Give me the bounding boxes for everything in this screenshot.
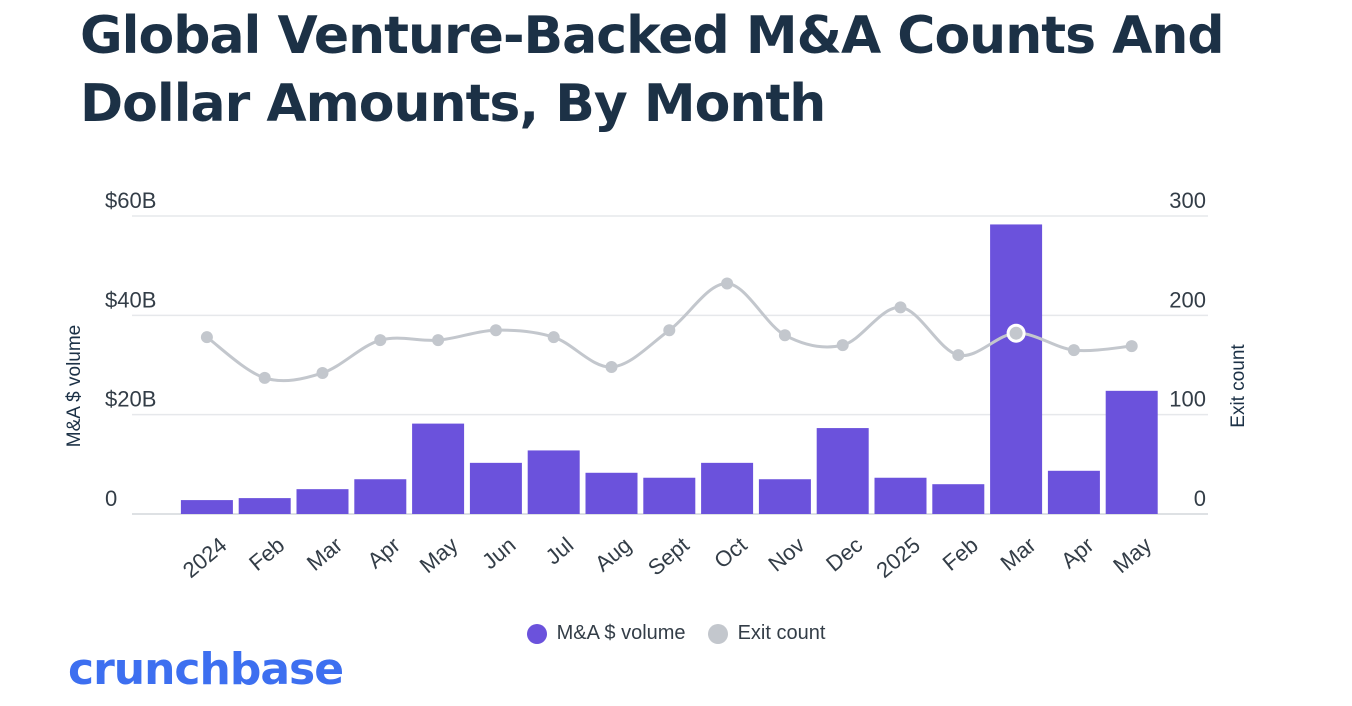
exit-count-point[interactable] [547, 331, 560, 344]
x-tick-label: Mar [302, 532, 347, 576]
exit-count-point[interactable] [605, 360, 618, 373]
x-tick-label: Oct [709, 532, 751, 573]
bar-16[interactable] [1105, 390, 1158, 514]
bar-series [180, 224, 1158, 514]
exit-count-point[interactable] [432, 334, 445, 347]
x-axis-ticks: 2024 Feb Mar Apr May Jun Jul Aug Sept Oct Nov Dec 20… [178, 532, 1156, 583]
left-tick-label: $60B [105, 188, 156, 213]
bar-2[interactable] [296, 489, 349, 514]
x-tick-label: Feb [244, 532, 289, 576]
bar-4[interactable] [412, 423, 465, 514]
exit-count-point[interactable] [200, 331, 213, 344]
right-tick-label: 200 [1169, 287, 1206, 312]
left-tick-label: $20B [105, 387, 156, 412]
bar-7[interactable] [585, 472, 638, 514]
bar-3[interactable] [354, 479, 407, 514]
x-tick-label: May [415, 532, 463, 578]
exit-count-point[interactable] [1067, 344, 1080, 357]
exit-count-point[interactable] [316, 366, 329, 379]
bar-11[interactable] [816, 428, 869, 514]
exit-count-line [206, 282, 1132, 383]
bar-14[interactable] [990, 224, 1043, 514]
right-tick-label: 300 [1169, 188, 1206, 213]
bar-5[interactable] [469, 462, 522, 514]
bar-9[interactable] [701, 462, 754, 514]
left-tick-label: 0 [105, 486, 117, 511]
bar-13[interactable] [932, 484, 985, 514]
left-axis-ticks: 0 $20B $40B $60B [105, 188, 156, 511]
bar-8[interactable] [643, 477, 696, 514]
gridlines [132, 215, 1208, 515]
legend-label-volume: M&A $ volume [556, 622, 686, 644]
x-tick-label: Nov [763, 532, 809, 576]
exit-count-point[interactable] [778, 329, 791, 342]
x-tick-label: Sept [643, 532, 694, 580]
exit-count-point[interactable] [1125, 340, 1138, 353]
legend-label-exit-count: Exit count [737, 622, 826, 644]
chart-title: Global Venture-Backed M&A Counts And Dol… [80, 6, 1225, 134]
legend-item-exit-count[interactable]: Exit count [707, 622, 826, 645]
bar-6[interactable] [527, 450, 580, 514]
exit-count-point[interactable] [894, 301, 907, 314]
exit-count-point[interactable] [836, 339, 849, 352]
right-tick-label: 0 [1194, 486, 1206, 511]
exit-count-point[interactable] [952, 349, 965, 362]
bar-1[interactable] [238, 498, 291, 514]
legend-item-volume[interactable]: M&A $ volume [526, 622, 686, 645]
x-tick-label: May [1108, 532, 1156, 578]
x-tick-label: Apr [1056, 532, 1098, 573]
right-tick-label: 100 [1169, 387, 1206, 412]
bar-15[interactable] [1047, 470, 1100, 514]
x-tick-label: Jun [477, 532, 520, 574]
bar-0[interactable] [180, 500, 233, 514]
line-series [200, 277, 1138, 384]
exit-count-point[interactable] [258, 371, 271, 384]
x-tick-label: Apr [363, 532, 405, 573]
x-tick-label: Mar [996, 532, 1041, 576]
exit-count-point[interactable] [489, 324, 502, 337]
left-axis-label: M&A $ volume [64, 325, 85, 448]
x-tick-label: 2025 [871, 532, 925, 583]
x-tick-label: Aug [590, 532, 636, 576]
legend: M&A $ volume Exit count [0, 622, 1352, 645]
exit-count-point[interactable] [663, 324, 676, 337]
crunchbase-logo: crunchbase [68, 644, 344, 695]
exit-count-point-highlighted[interactable] [1006, 323, 1026, 343]
legend-swatch-exit-count [707, 623, 728, 644]
x-tick-label: Feb [938, 532, 983, 576]
right-axis-ticks: 0 100 200 300 [1169, 188, 1206, 511]
legend-swatch-volume [526, 623, 547, 644]
bar-12[interactable] [874, 477, 927, 514]
right-axis-label: Exit count [1228, 344, 1249, 428]
exit-count-point[interactable] [721, 277, 734, 290]
x-tick-label: Jul [541, 532, 579, 569]
x-tick-label: Dec [821, 532, 867, 576]
exit-count-point[interactable] [374, 334, 387, 347]
x-tick-label: 2024 [178, 532, 232, 583]
left-tick-label: $40B [105, 287, 156, 312]
bar-10[interactable] [758, 479, 811, 514]
